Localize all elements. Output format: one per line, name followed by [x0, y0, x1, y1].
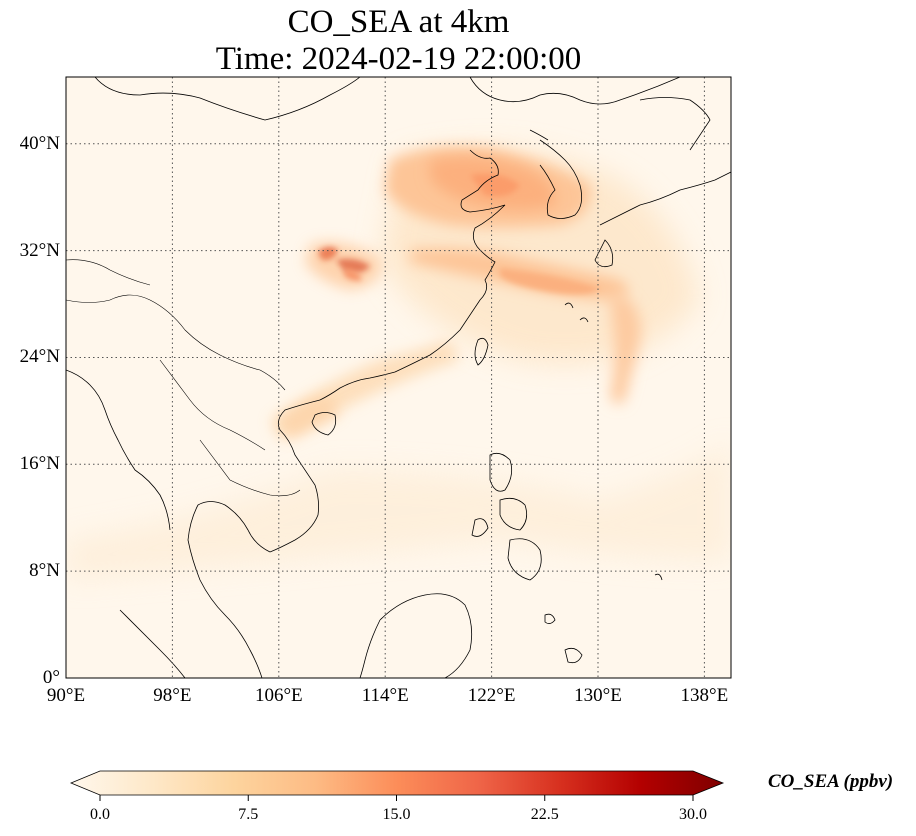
lat-tick-label: 40°N — [19, 132, 60, 154]
title-line-2: Time: 2024-02-19 22:00:00 — [215, 41, 582, 77]
title-line-1: CO_SEA at 4km — [287, 4, 510, 40]
colorbar-tick-label: 22.5 — [530, 806, 559, 823]
coastlines — [66, 77, 731, 678]
colorbar-tick-label: 30.0 — [679, 806, 707, 823]
lon-tick-label: 90°E — [46, 685, 86, 706]
lon-tick-label: 122°E — [467, 685, 516, 706]
lon-tick-label: 98°E — [153, 685, 192, 706]
lat-tick-label: 16°N — [19, 453, 60, 475]
lat-tick-label: 24°N — [19, 346, 60, 368]
lon-tick-label: 106°E — [254, 685, 303, 706]
concentration-field — [66, 146, 731, 580]
colorbar-tick-label: 15.0 — [382, 806, 411, 823]
lon-tick-label: 114°E — [361, 685, 409, 706]
colorbar — [69, 770, 725, 801]
lat-tick-label: 8°N — [29, 560, 60, 582]
lon-tick-label: 130°E — [574, 685, 622, 706]
lat-tick-label: 0° — [42, 667, 60, 688]
lon-tick-label: 138°E — [680, 685, 729, 706]
colorbar-tick-marks — [99, 795, 694, 801]
lat-tick-label: 32°N — [19, 239, 60, 261]
map-title: CO_SEA at 4km Time: 2024-02-19 22:00:00 — [66, 4, 731, 78]
map-frame — [65, 76, 732, 679]
colorbar-label: CO_SEA (ppbv) — [768, 771, 894, 792]
colorbar-bar — [69, 770, 725, 796]
colorbar-tick-label: 0.0 — [90, 806, 110, 823]
colorbar-tick-label: 7.5 — [238, 806, 259, 823]
